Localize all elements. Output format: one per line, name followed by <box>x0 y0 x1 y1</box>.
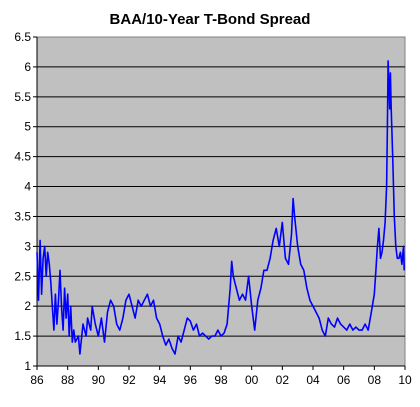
x-axis: 86 88 90 92 94 96 98 00 02 04 06 08 10 <box>30 365 412 387</box>
series-line-0 <box>36 60 405 355</box>
y-tick-label-5: 3.5 <box>14 209 31 223</box>
y-tick-label-3: 2.5 <box>14 269 31 283</box>
y-tick-label-0: 1 <box>24 359 31 373</box>
chart-title: BAA/10-Year T-Bond Spread <box>110 11 311 28</box>
y-tick-label-2: 2 <box>24 299 31 313</box>
y-axis: 1 1.5 2 2.5 3 3.5 4 4.5 5 5.5 6 6.5 <box>14 30 38 373</box>
gridlines <box>37 66 405 337</box>
x-tick-label-11: 08 <box>368 373 382 387</box>
x-tick-label-9: 04 <box>306 373 320 387</box>
x-tick-label-2: 90 <box>92 373 106 387</box>
y-tick-label-1: 1.5 <box>14 329 31 343</box>
x-tick-label-8: 02 <box>276 373 290 387</box>
x-tick-label-7: 00 <box>245 373 259 387</box>
y-tick-label-4: 3 <box>24 239 31 253</box>
y-tick-label-6: 4 <box>24 180 31 194</box>
x-tick-label-10: 06 <box>337 373 351 387</box>
x-tick-label-5: 96 <box>184 373 198 387</box>
x-tick-label-0: 86 <box>30 373 44 387</box>
series-group <box>36 60 405 355</box>
x-tick-label-4: 94 <box>153 373 167 387</box>
plot-area <box>36 36 406 367</box>
x-tick-label-12: 10 <box>398 373 412 387</box>
y-tick-label-10: 6 <box>24 60 31 74</box>
y-tick-label-8: 5 <box>24 120 31 134</box>
y-tick-label-9: 5.5 <box>14 90 31 104</box>
y-tick-label-11: 6.5 <box>14 30 31 44</box>
x-tick-label-3: 92 <box>122 373 136 387</box>
x-tick-label-6: 98 <box>214 373 228 387</box>
x-tick-label-1: 88 <box>61 373 75 387</box>
y-tick-label-7: 4.5 <box>14 150 31 164</box>
